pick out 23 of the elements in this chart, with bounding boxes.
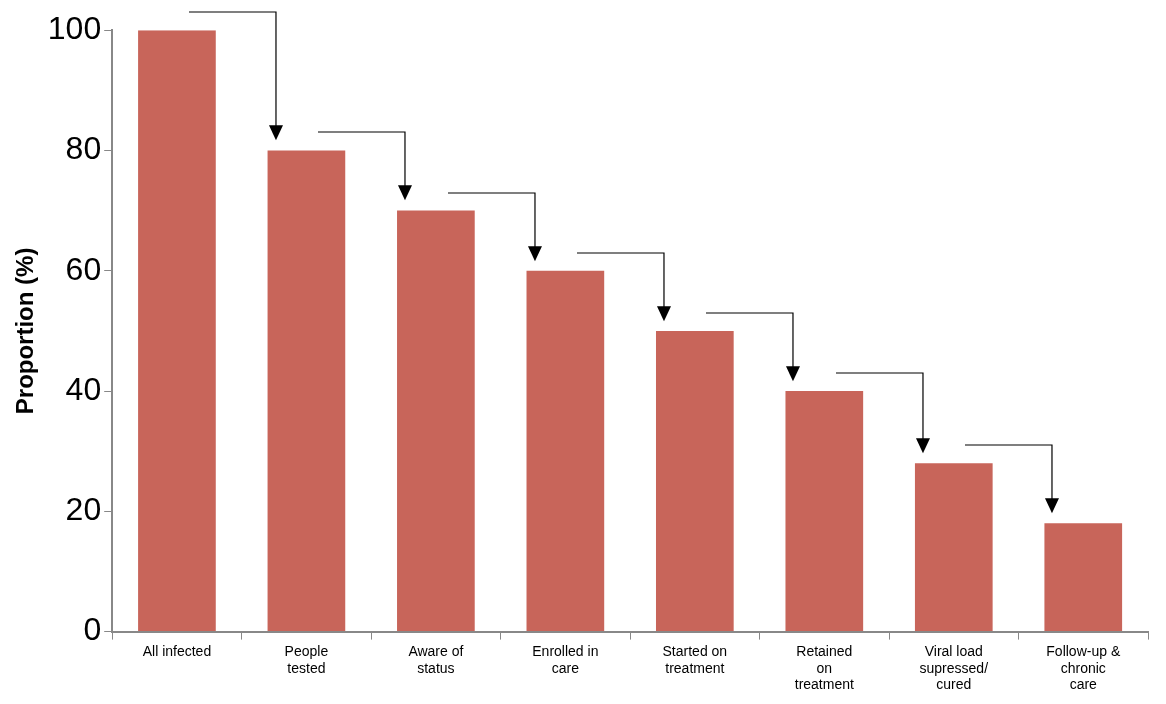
x-tick-label: Retained on treatment xyxy=(794,642,854,693)
x-tick-label: Enrolled in care xyxy=(532,642,599,676)
bar xyxy=(267,150,346,632)
bar xyxy=(914,463,993,632)
x-tick-label: People tested xyxy=(284,642,329,676)
y-axis-title: Proportion (%) xyxy=(11,247,39,415)
y-tick-label: 60 xyxy=(65,250,102,287)
bar xyxy=(785,391,864,632)
x-tick-label: Aware of status xyxy=(408,642,464,676)
x-tick-label: Follow-up & chronic care xyxy=(1046,642,1121,693)
y-tick-label: 40 xyxy=(65,370,102,407)
x-tick-label: Viral load supressed/ cured xyxy=(919,642,989,693)
x-tick-label: All infected xyxy=(142,642,212,659)
bar xyxy=(1044,523,1123,632)
y-tick-label: 100 xyxy=(47,10,102,47)
y-tick-label: 20 xyxy=(65,491,102,528)
y-tick-label: 0 xyxy=(83,611,102,648)
y-tick-label: 80 xyxy=(65,130,102,167)
bar xyxy=(397,210,475,632)
x-tick-label: Started on treatment xyxy=(662,642,728,676)
bar xyxy=(138,30,216,632)
bar xyxy=(655,330,734,632)
bar xyxy=(526,270,605,632)
